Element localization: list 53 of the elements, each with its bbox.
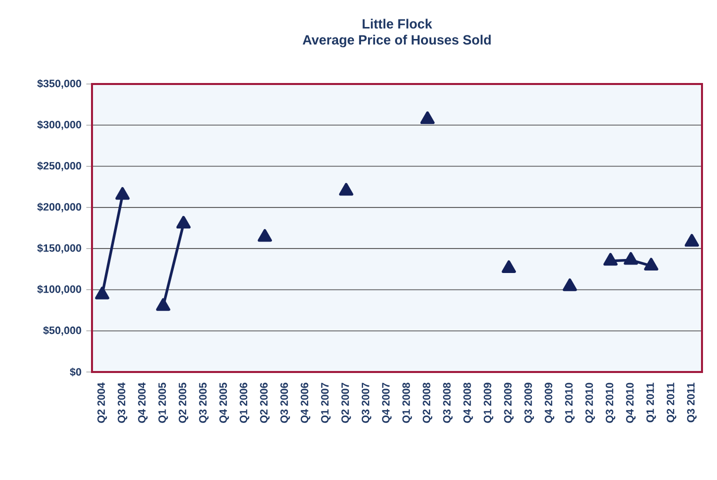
- x-tick-label: Q2 2010: [585, 382, 595, 423]
- point: [258, 229, 272, 242]
- point: [95, 286, 110, 300]
- x-tick-label: Q4 2009: [544, 382, 554, 423]
- x-tick-label: Q1 2006: [240, 382, 250, 423]
- point: [176, 216, 191, 229]
- x-tick-label: Q4 2006: [300, 382, 310, 423]
- point: [684, 234, 699, 247]
- x-tick-label: Q1 2005: [158, 382, 168, 423]
- point: [644, 258, 658, 271]
- x-tick-label: Q1 2011: [646, 382, 656, 422]
- y-tick-label: $150,000: [37, 244, 82, 254]
- point: [502, 260, 516, 273]
- x-tick-label: Q4 2004: [138, 382, 148, 423]
- x-tick-label: Q4 2005: [219, 382, 229, 423]
- y-tick-label: $100,000: [37, 284, 82, 294]
- y-tick-label: $250,000: [37, 161, 82, 172]
- x-tick-label: Q2 2007: [341, 382, 351, 423]
- x-tick-label: Q2 2009: [504, 382, 514, 423]
- point: [624, 252, 638, 265]
- x-tick-label: Q4 2010: [626, 382, 636, 423]
- x-tick-label: Q2 2005: [178, 382, 188, 423]
- x-tick-label: Q4 2008: [463, 382, 473, 423]
- y-tick-label: $50,000: [43, 326, 82, 336]
- y-tick-label: $0: [70, 368, 82, 376]
- x-tick-label: Q2 2004: [97, 382, 107, 423]
- x-tick-label: Q3 2005: [199, 382, 209, 423]
- point: [156, 298, 170, 311]
- y-tick-label: $200,000: [37, 202, 82, 212]
- x-tick-label: Q2 2011: [666, 382, 676, 422]
- chart-subtitle: Average Price of Houses Sold: [302, 34, 491, 48]
- x-tick-label: Q3 2009: [524, 382, 534, 423]
- x-tick-label: Q4 2007: [382, 382, 392, 423]
- y-tick-label: $300,000: [37, 120, 82, 130]
- x-tick-label: Q3 2011: [687, 382, 697, 422]
- x-tick-label: Q3 2004: [118, 382, 128, 423]
- point: [562, 278, 577, 292]
- x-tick-label: Q1 2007: [321, 382, 331, 423]
- x-tick-label: Q3 2007: [362, 382, 372, 423]
- x-tick-label: Q2 2006: [260, 382, 270, 423]
- x-tick-label: Q1 2010: [565, 382, 575, 423]
- chart-title: Little Flock: [362, 18, 432, 29]
- y-tick-label: $350,000: [37, 79, 82, 89]
- point: [603, 252, 618, 266]
- point: [420, 111, 435, 124]
- x-tick-label: Q2 2008: [422, 382, 432, 423]
- point: [339, 182, 354, 196]
- x-tick-label: Q1 2009: [484, 382, 494, 423]
- x-tick-label: Q3 2010: [606, 382, 616, 423]
- x-tick-label: Q3 2006: [280, 382, 290, 423]
- x-tick-label: Q3 2008: [443, 382, 453, 423]
- point: [115, 187, 130, 200]
- x-tick-label: Q1 2008: [402, 382, 412, 423]
